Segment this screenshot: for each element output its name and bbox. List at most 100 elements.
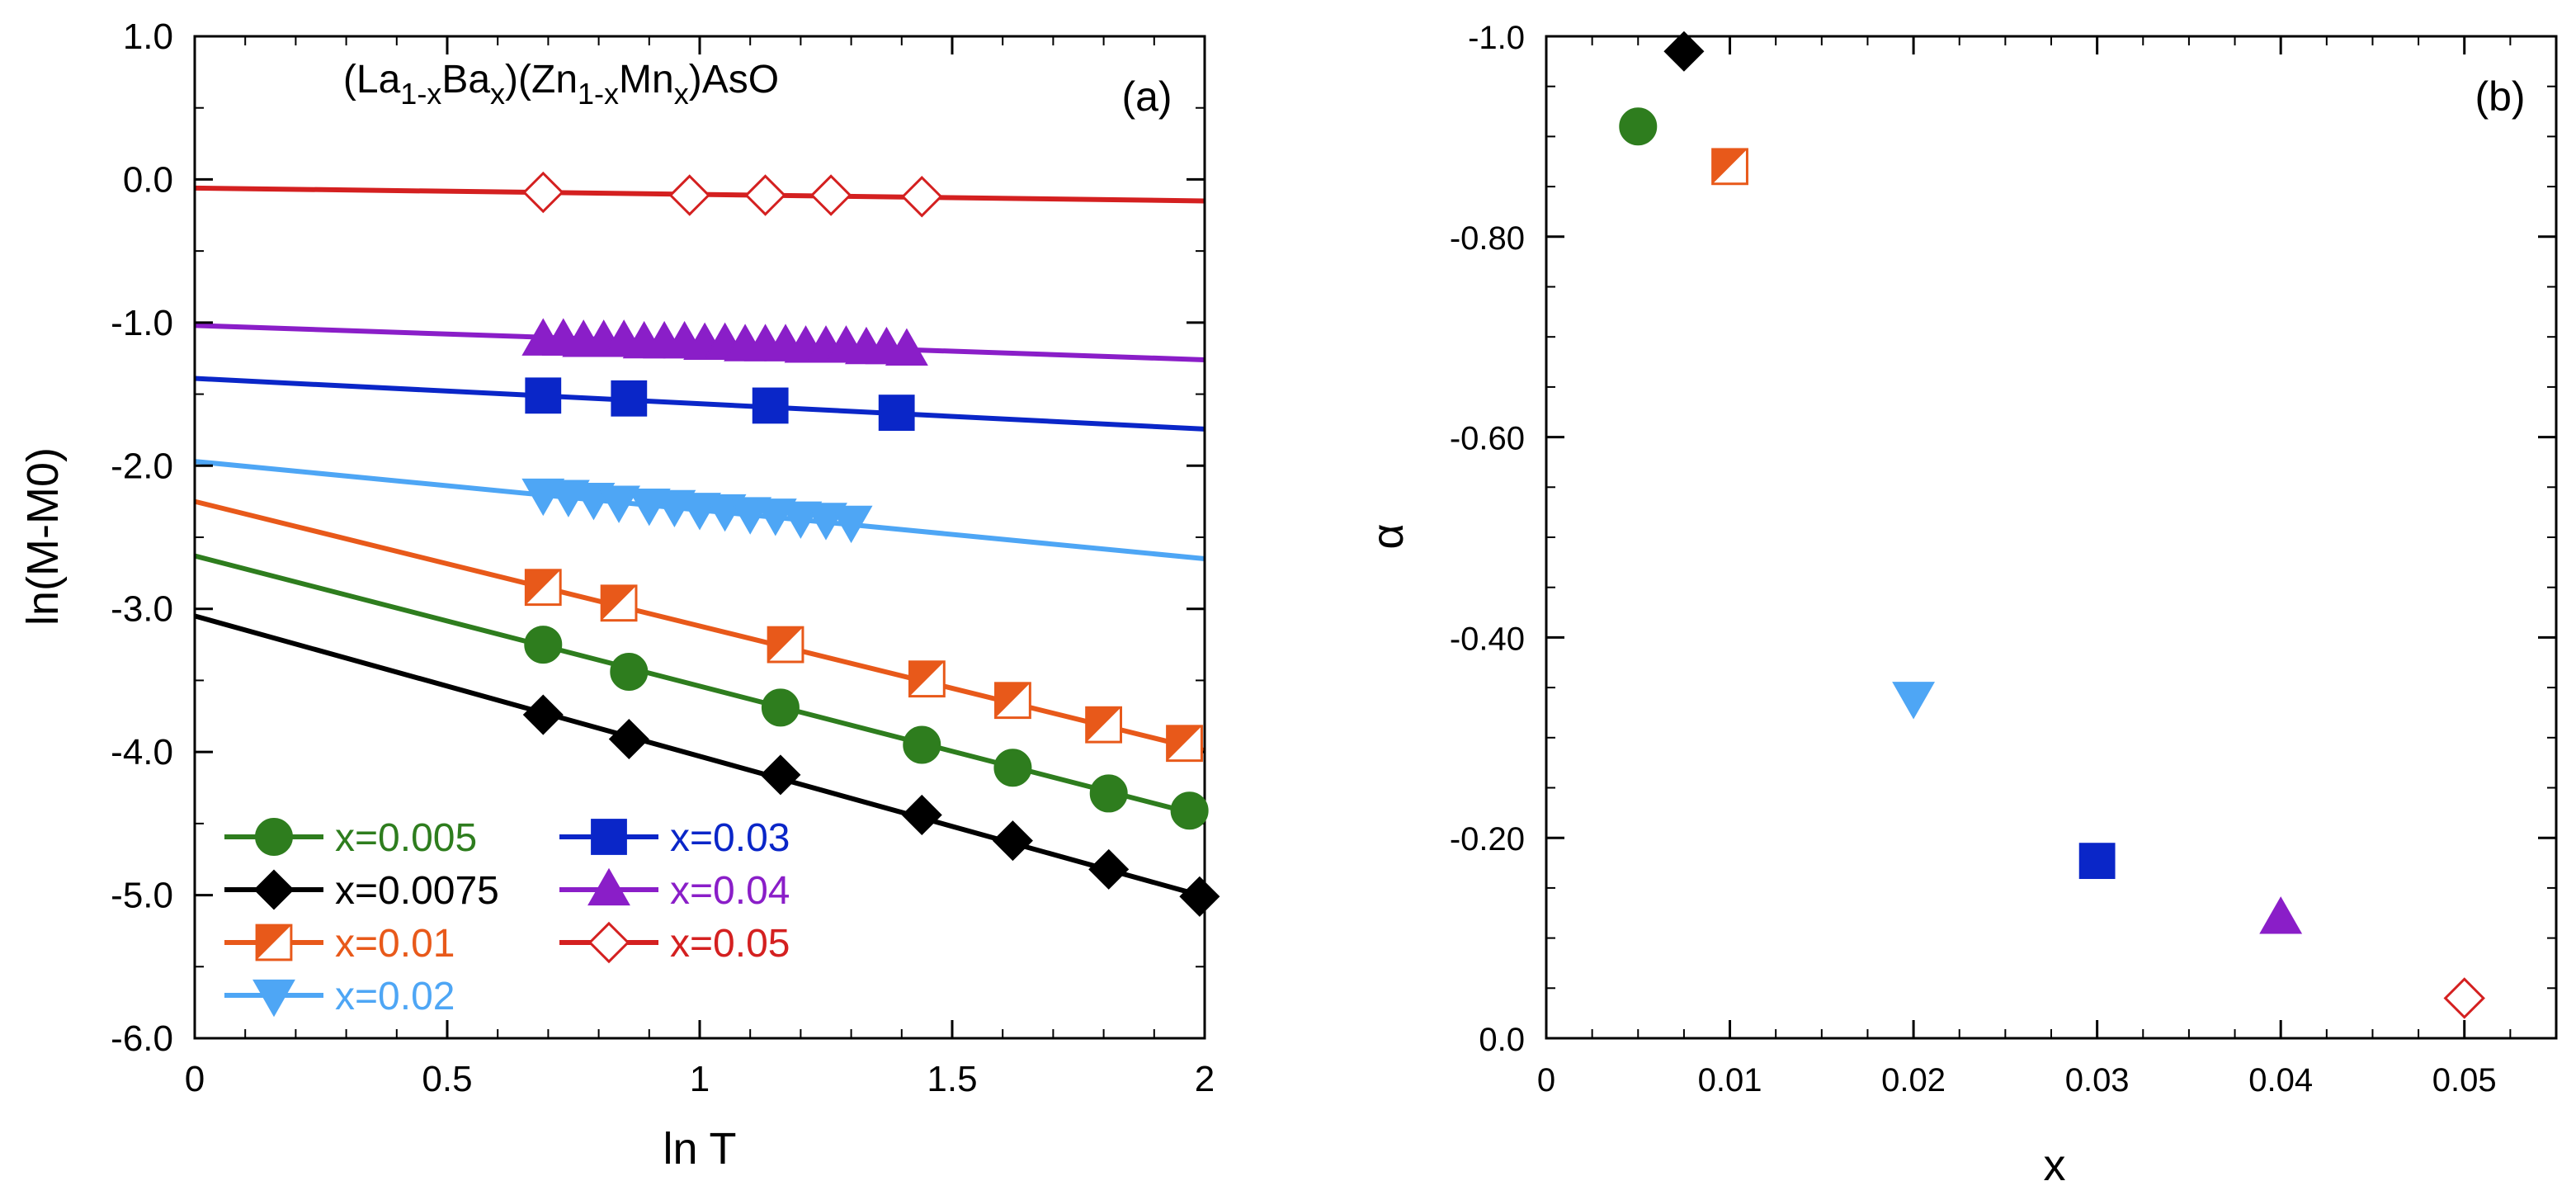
legend-entry-x-0-04: x=0.04 — [559, 867, 790, 913]
a-ytick-label: -6.0 — [111, 1018, 173, 1059]
fit-line-x-0-03 — [194, 376, 1205, 432]
alpha-point-1 — [1663, 31, 1705, 72]
point-x-0-01-2 — [767, 626, 804, 664]
legend-label: x=0.05 — [670, 922, 790, 966]
legend-marker-x-0-03 — [591, 819, 627, 855]
alpha-point-5 — [2259, 896, 2303, 934]
point-x-0-03-0 — [525, 377, 562, 414]
alpha-point-0 — [1619, 107, 1658, 146]
legend-label: x=0.03 — [670, 816, 790, 860]
a-xtick-label: 1.5 — [927, 1059, 977, 1099]
panel-a-tick-labels: 0 0.5 1 1.5 2 1.0 0.0 -1.0 -2.0 -3.0 -4.0 -5.0 -6.0 — [111, 17, 1215, 1099]
point-x-0-005-4 — [993, 749, 1032, 787]
point-x-0-01-1 — [600, 584, 638, 622]
point-x-0-05-0 — [522, 171, 564, 214]
legend-label: x=0.04 — [670, 869, 790, 913]
title-part: )(Zn — [505, 58, 578, 102]
b-xtick-label: 0.03 — [2065, 1062, 2130, 1098]
panel-b-markers — [1619, 31, 2485, 1019]
fit-line-x-0-005 — [194, 553, 1205, 820]
panel-b-label: (b) — [2475, 73, 2525, 120]
point-x-0-0075-4 — [992, 820, 1033, 862]
panel-a-legend: x=0.005 x=0.0075 x=0.01 x=0.02 x=0.03 x=0.04 x… — [224, 816, 790, 1018]
title-subscript: x — [490, 77, 505, 111]
point-x-0-0075-5 — [1088, 848, 1130, 890]
panel-a-markers — [521, 171, 1220, 917]
point-x-0-0075-0 — [522, 694, 564, 735]
point-x-0-01-5 — [1085, 706, 1122, 744]
title-part: Ba — [441, 58, 490, 102]
panel-a-ylabel: ln(M-M0) — [18, 447, 68, 626]
panel-a-label: (a) — [1121, 73, 1172, 120]
legend-entry-x-0-05: x=0.05 — [559, 921, 790, 966]
point-x-0-05-4 — [901, 176, 943, 218]
a-ytick-label: 1.0 — [123, 17, 173, 57]
point-x-0-01-4 — [994, 682, 1031, 720]
legend-label: x=0.01 — [335, 922, 455, 966]
point-x-0-0075-1 — [608, 719, 649, 760]
a-ytick-label: 0.0 — [123, 159, 173, 200]
legend-entry-x-0-0075: x=0.0075 — [224, 869, 499, 913]
panel-b: 0 0.01 0.02 0.03 0.04 0.05 -1.0 -0.80 -0.60 -0.40… — [1363, 20, 2558, 1190]
alpha-point-2 — [1711, 148, 1748, 186]
legend-marker-x-0-0075 — [253, 869, 295, 910]
legend-marker-x-0-04 — [587, 867, 630, 906]
point-x-0-005-1 — [610, 653, 649, 692]
b-xtick-label: 0.05 — [2432, 1062, 2497, 1098]
title-subscript: 1-x — [578, 77, 619, 111]
title-subscript: x — [674, 77, 689, 111]
point-x-0-005-0 — [524, 626, 563, 664]
title-part: Mn — [619, 58, 674, 102]
b-xtick-label: 0.02 — [1881, 1062, 1946, 1098]
legend-marker-x-0-005 — [255, 818, 293, 856]
alpha-point-6 — [2443, 977, 2485, 1019]
alpha-point-4 — [2078, 843, 2116, 880]
b-ytick-label: 0.0 — [1479, 1022, 1525, 1058]
title-subscript: 1-x — [400, 77, 441, 111]
title-part: (La — [343, 58, 401, 102]
point-x-0-005-5 — [1089, 774, 1128, 813]
b-ytick-label: -0.80 — [1450, 220, 1525, 257]
point-x-0-03-1 — [611, 380, 648, 417]
point-x-0-0075-3 — [901, 794, 942, 835]
point-x-0-005-2 — [761, 688, 800, 727]
a-ytick-label: -5.0 — [111, 876, 173, 916]
panel-a: 0 0.5 1 1.5 21.00.0-1.0-2.0-3.0-4.0-5.0-6.0 … — [18, 17, 1220, 1174]
a-xtick-label: 2 — [1195, 1059, 1215, 1099]
panel-a-title: (La1-xBax)(Zn1-xMnx)AsO — [343, 58, 779, 111]
a-xtick-label: 1 — [690, 1059, 710, 1099]
point-x-0-0075-6 — [1179, 876, 1220, 917]
b-xtick-label: 0.01 — [1698, 1062, 1762, 1098]
b-ytick-label: -1.0 — [1468, 20, 1525, 56]
legend-label: x=0.02 — [335, 975, 455, 1018]
b-xtick-label: 0.04 — [2248, 1062, 2313, 1098]
a-xtick-label: 0 — [185, 1059, 205, 1099]
point-x-0-02-12 — [829, 505, 873, 544]
panel-b-frame — [1545, 35, 2558, 1040]
point-x-0-02-3 — [597, 485, 641, 523]
b-ytick-label: -0.20 — [1450, 821, 1525, 857]
point-x-0-01-3 — [908, 660, 946, 698]
b-ytick-label: -0.40 — [1450, 621, 1525, 657]
point-x-0-03-3 — [878, 394, 915, 432]
legend-entry-x-0-03: x=0.03 — [559, 816, 790, 860]
legend-entry-x-0-005: x=0.005 — [224, 816, 477, 860]
b-xtick-label: 0 — [1537, 1062, 1555, 1098]
panel-a-xlabel: ln T — [663, 1124, 736, 1174]
legend-entry-x-0-02: x=0.02 — [224, 975, 455, 1018]
legend-label: x=0.005 — [335, 816, 477, 860]
point-x-0-005-6 — [1170, 791, 1209, 830]
legend-marker-x-0-05 — [587, 921, 630, 964]
point-x-0-05-2 — [744, 174, 786, 216]
legend-label: x=0.0075 — [335, 869, 499, 913]
point-x-0-05-3 — [809, 174, 852, 216]
alpha-point-3 — [1892, 682, 1936, 720]
a-ytick-label: -2.0 — [111, 446, 173, 486]
point-x-0-04-18 — [885, 328, 928, 366]
panel-b-ylabel: α — [1363, 523, 1413, 549]
point-x-0-0075-2 — [760, 754, 801, 796]
legend-marker-x-0-02 — [252, 979, 295, 1018]
a-ytick-label: -1.0 — [111, 303, 173, 343]
